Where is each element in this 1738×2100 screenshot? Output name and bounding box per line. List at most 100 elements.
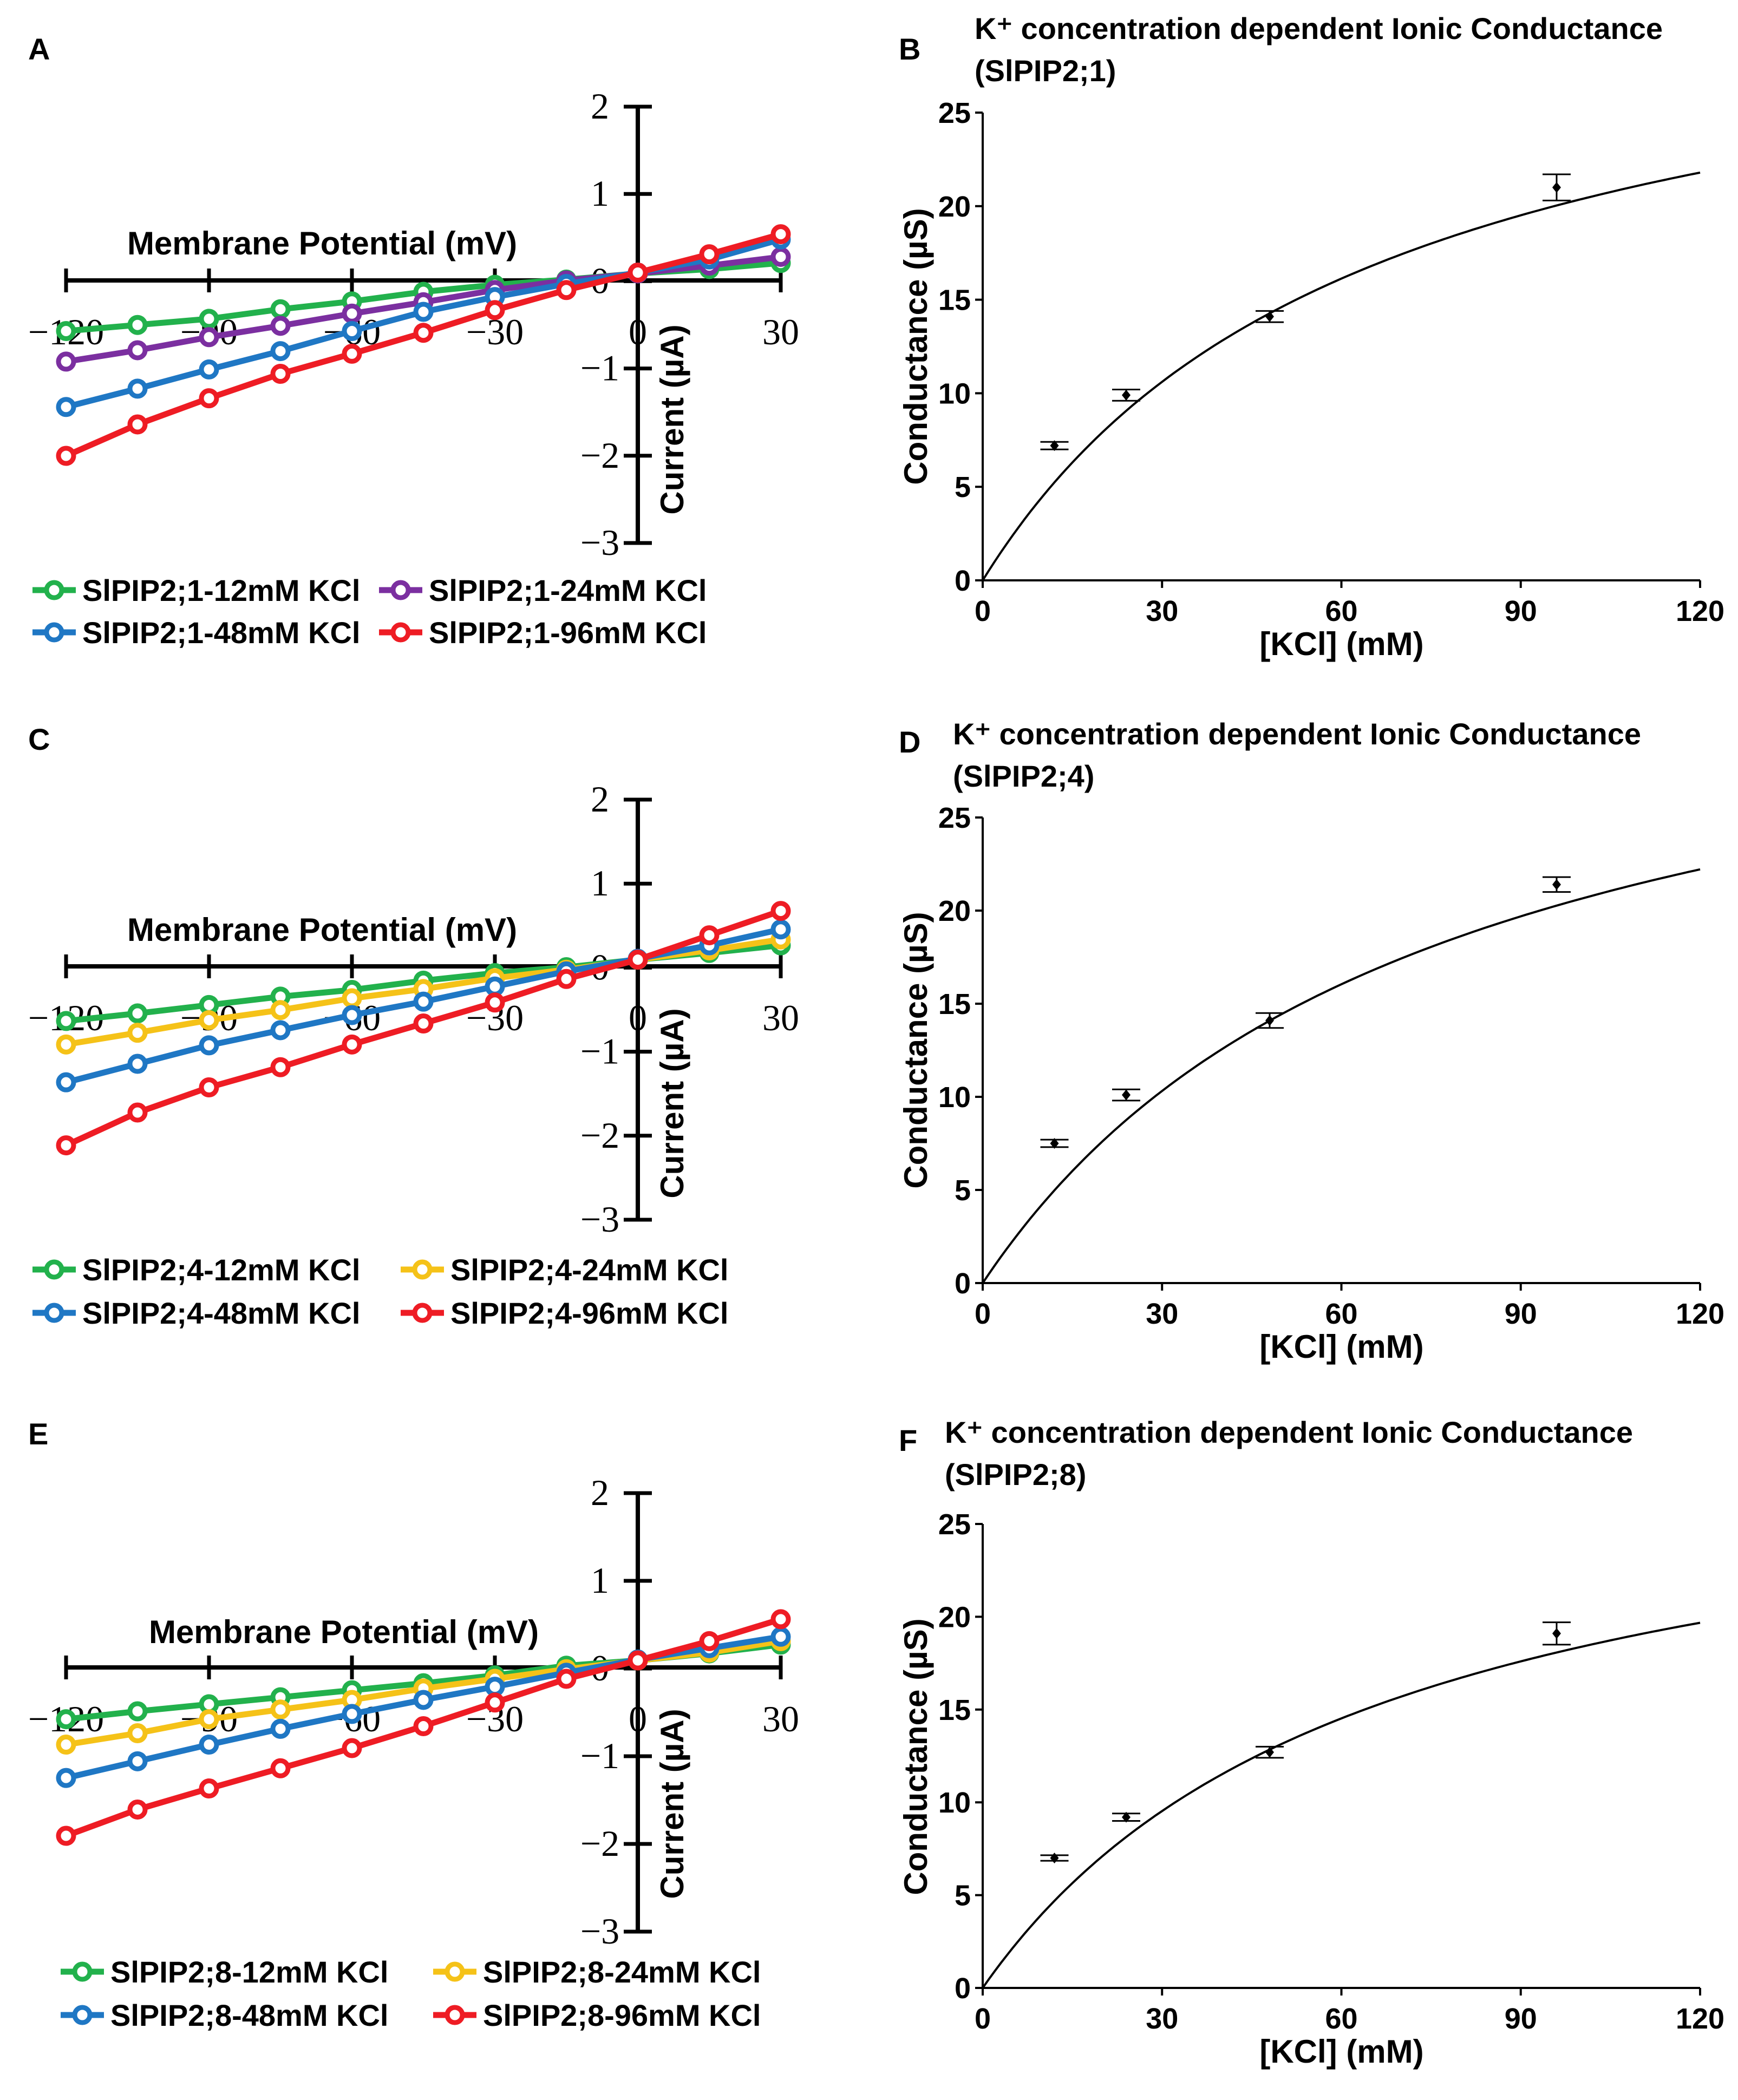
y-tick-label: −3 (580, 1911, 619, 1952)
data-point (628, 262, 648, 283)
legend-label: SlPIP2;1-12mM KCl (82, 573, 361, 607)
data-point (127, 1003, 148, 1024)
x-tick-label: 120 (1676, 1298, 1724, 1330)
data-point (770, 901, 791, 921)
data-point-group (1256, 1745, 1284, 1759)
data-point (56, 446, 76, 466)
data-point (270, 1057, 291, 1077)
data-point-group (1543, 173, 1571, 201)
legend-swatch-marker (44, 580, 64, 600)
data-point (1122, 1811, 1131, 1823)
data-point (56, 320, 76, 341)
fit-curve (982, 868, 1701, 1284)
data-point (199, 1778, 219, 1799)
y-axis-label: Current (µA) (654, 1008, 690, 1198)
y-tick-label: −2 (580, 435, 619, 476)
legend-swatch-marker (44, 1259, 64, 1280)
legend-item: SlPIP2;1-48mM KCl (32, 616, 361, 650)
series-4 (56, 901, 791, 1156)
legend-item: SlPIP2;8-12mM KCl (61, 1955, 389, 1989)
data-point (699, 925, 720, 946)
legend-label: SlPIP2;1-24mM KCl (429, 573, 707, 607)
data-point (342, 988, 362, 1009)
data-point (127, 1054, 148, 1074)
data-point-group (1040, 1853, 1069, 1864)
data-point (56, 1826, 76, 1846)
x-tick-label: 0 (975, 2003, 991, 2035)
data-point (699, 244, 720, 265)
x-tick-label: 90 (1505, 2003, 1537, 2035)
data-point (1265, 311, 1274, 322)
y-tick-label: −2 (580, 1115, 619, 1156)
data-point (1265, 1015, 1274, 1026)
data-point (342, 1034, 362, 1055)
y-axis-label: Current (µA) (654, 1709, 690, 1899)
legend-label: SlPIP2;1-96mM KCl (429, 616, 707, 650)
legend-item: SlPIP2;4-12mM KCl (32, 1253, 361, 1287)
data-point (199, 1010, 219, 1030)
data-point (413, 1013, 434, 1034)
legend-item: SlPIP2;1-12mM KCl (32, 573, 361, 607)
y-tick-label: 1 (591, 862, 609, 904)
data-point (127, 315, 148, 335)
data-point (127, 414, 148, 435)
legend-swatch-marker (412, 1259, 433, 1280)
data-point (342, 1738, 362, 1758)
x-tick-label: 30 (1146, 1298, 1178, 1330)
y-tick-label: 2 (591, 1472, 609, 1513)
data-point (770, 1626, 791, 1647)
data-point (127, 1102, 148, 1123)
legend-swatch-marker (390, 622, 411, 643)
x-tick-label: 30 (762, 997, 799, 1038)
data-point (270, 1699, 291, 1720)
y-tick-label: 5 (955, 1880, 971, 1912)
data-point (127, 1023, 148, 1043)
data-point (56, 1034, 76, 1055)
data-point (270, 363, 291, 384)
data-point (485, 300, 505, 320)
x-tick-label: 0 (975, 595, 991, 627)
data-point (628, 950, 648, 970)
data-point (127, 1799, 148, 1820)
y-tick-label: 20 (938, 895, 971, 927)
data-point (413, 302, 434, 322)
data-point (342, 303, 362, 324)
x-tick-label: 120 (1676, 595, 1724, 627)
x-tick-label: 30 (762, 311, 799, 352)
legend-label: SlPIP2;4-12mM KCl (82, 1253, 361, 1287)
y-tick-label: 20 (938, 191, 971, 223)
legend-item: SlPIP2;1-24mM KCl (379, 573, 707, 607)
data-point (270, 299, 291, 319)
data-point (270, 341, 291, 362)
legend-item: SlPIP2;1-96mM KCl (379, 616, 707, 650)
data-point (556, 280, 577, 300)
data-point-group (1112, 1088, 1140, 1102)
y-tick-label: 0 (955, 1267, 971, 1300)
data-point (56, 1735, 76, 1755)
y-tick-label: 0 (955, 565, 971, 597)
legend-label: SlPIP2;8-48mM KCl (110, 1998, 389, 2032)
x-tick-label: 60 (1325, 1298, 1357, 1330)
data-point (199, 309, 219, 329)
x-axis-label: [KCl] (mM) (1259, 1329, 1423, 1365)
legend-label: SlPIP2;8-96mM KCl (483, 1998, 761, 2032)
y-tick-label: 5 (955, 1174, 971, 1207)
panel-letter: E (28, 1417, 48, 1451)
y-tick-label: 25 (938, 1508, 971, 1541)
data-point (270, 1000, 291, 1020)
legend-swatch-marker (412, 1303, 433, 1323)
legend-label: SlPIP2;1-48mM KCl (82, 616, 361, 650)
legend-item: SlPIP2;8-96mM KCl (433, 1998, 761, 2032)
data-point (56, 397, 76, 417)
legend-label: SlPIP2;4-24mM KCl (450, 1253, 729, 1287)
data-point (56, 1768, 76, 1788)
x-axis-label: Membrane Potential (mV) (149, 1614, 539, 1650)
chart-title: K⁺ concentration dependent Ionic Conduct… (945, 1415, 1633, 1449)
chart-title: K⁺ concentration dependent Ionic Conduct… (953, 717, 1641, 751)
legend-item: SlPIP2;4-48mM KCl (32, 1296, 361, 1330)
legend-item: SlPIP2;8-48mM KCl (61, 1998, 389, 2032)
y-tick-label: 2 (591, 86, 609, 127)
